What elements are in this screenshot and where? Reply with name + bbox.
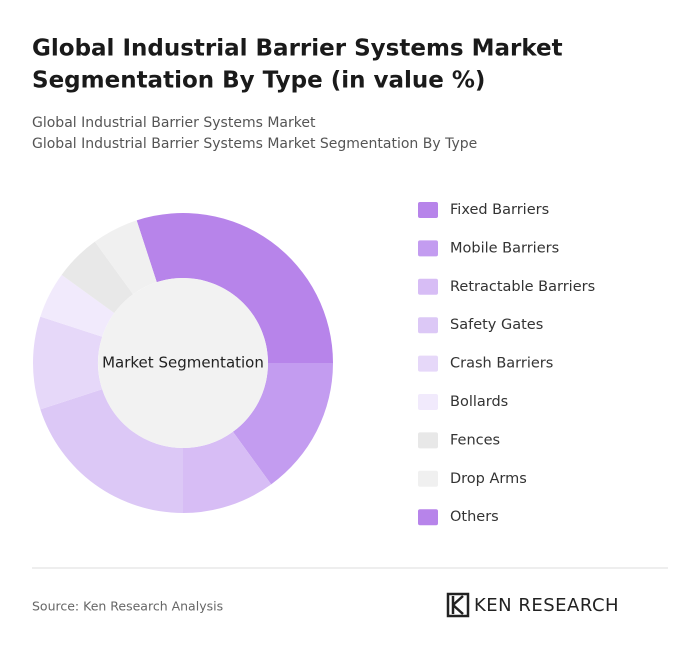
legend: Fixed Barriers Mobile Barriers Retractable… bbox=[418, 202, 595, 526]
title-line: Global Industrial Barrier Systems Market bbox=[32, 36, 563, 62]
logo: KEN RESEARCH bbox=[446, 592, 619, 618]
legend-label: Bollards bbox=[450, 394, 508, 410]
legend-label: Others bbox=[450, 509, 499, 525]
legend-label: Crash Barriers bbox=[450, 356, 553, 372]
legend-label: Retractable Barriers bbox=[450, 279, 595, 295]
legend-swatch bbox=[418, 355, 438, 372]
logo-icon bbox=[446, 592, 470, 618]
legend-label: Mobile Barriers bbox=[450, 240, 559, 256]
center-label: Market Segmentation bbox=[102, 354, 264, 372]
donut-segment bbox=[94, 220, 157, 295]
donut-segment bbox=[61, 241, 134, 314]
donut-segment bbox=[40, 389, 183, 513]
source: Source: Ken Research Analysis bbox=[32, 599, 223, 614]
legend-label: Drop Arms bbox=[450, 471, 527, 487]
donut-segment bbox=[136, 220, 157, 283]
legend-label: Fences bbox=[450, 432, 500, 448]
legend-swatch bbox=[418, 240, 438, 257]
donut-segment bbox=[183, 431, 272, 513]
legend-swatch bbox=[418, 394, 438, 410]
donut bbox=[33, 213, 333, 513]
logo-text: KEN RESEARCH bbox=[474, 595, 619, 616]
subtitle-line: Global Industrial Barrier Systems Market… bbox=[32, 136, 477, 152]
donut-segment bbox=[136, 213, 333, 363]
legend-swatch bbox=[418, 317, 438, 334]
donut-segment bbox=[40, 274, 115, 337]
title-line: Segmentation By Type (in value %) bbox=[32, 68, 485, 94]
donut-hole bbox=[98, 278, 268, 448]
legend-swatch bbox=[418, 509, 438, 526]
subtitle-line: Global Industrial Barrier Systems Market bbox=[32, 115, 316, 131]
donut-segment bbox=[33, 316, 103, 410]
legend-label: Fixed Barriers bbox=[450, 202, 549, 218]
legend-swatch bbox=[418, 278, 438, 295]
legend-swatch bbox=[418, 470, 438, 487]
legend-label: Safety Gates bbox=[450, 317, 543, 333]
legend-swatch bbox=[418, 202, 438, 218]
logo-icon bbox=[451, 595, 464, 615]
legend-swatch bbox=[418, 432, 438, 449]
donut-segment bbox=[232, 363, 333, 485]
